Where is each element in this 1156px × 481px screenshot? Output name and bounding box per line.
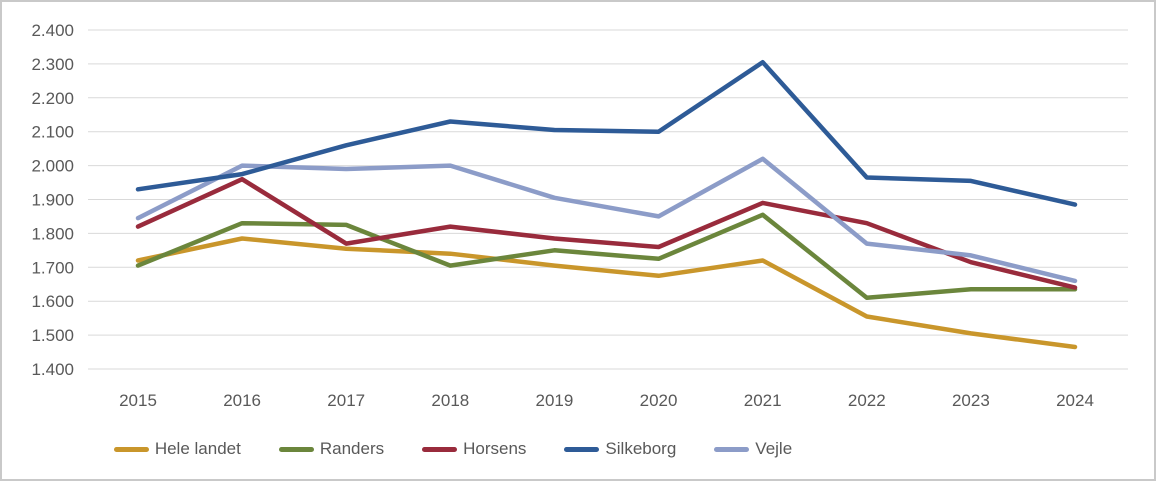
x-axis-label: 2020 [640,391,678,410]
legend-label: Hele landet [154,439,241,458]
legend-label: Horsens [463,439,527,458]
legend-item-horsens: Horsens [422,439,526,459]
series-line-silkeborg [135,59,1078,207]
x-axis-label: 2022 [848,391,886,410]
y-axis-label: 1.700 [31,258,74,277]
legend-swatch-silkeborg [564,446,600,452]
chart-legend: Hele landet Randers Horsens Silkeborg Vejle [2,439,1154,459]
y-axis-label: 1.400 [31,360,74,379]
x-axis-label: 2021 [744,391,782,410]
legend-swatch-hele-landet [113,446,149,452]
legend-label: Vejle [755,439,793,458]
y-axis-label: 2.100 [31,123,74,142]
series-line-vejle [135,156,1078,284]
y-axis-label: 2.000 [31,157,74,176]
legend-swatch-horsens [422,446,458,452]
x-axis-label: 2016 [223,391,261,410]
legend-item-hele-landet: Hele landet [113,439,241,459]
legend-item-silkeborg: Silkeborg [564,439,676,459]
x-axis-label: 2023 [952,391,990,410]
series-line-horsens [135,176,1078,290]
legend-label: Randers [319,439,385,458]
legend-label: Silkeborg [605,439,677,458]
x-axis-label: 2019 [536,391,574,410]
y-axis-label: 1.800 [31,224,74,243]
legend-item-randers: Randers [278,439,385,459]
y-axis-label: 2.300 [31,55,74,74]
y-axis-label: 1.500 [31,326,74,345]
line-chart-plot-area: 1.400 1.500 1.600 1.700 1.800 1.900 2.000 2.100… [31,21,1128,410]
series-line-hele-landet [135,236,1078,350]
legend-item-vejle: Vejle [714,439,792,459]
series-line-randers [135,212,1078,301]
legend-swatch-vejle [714,446,750,452]
x-axis-label: 2018 [431,391,469,410]
y-axis-label: 2.400 [31,21,74,40]
y-axis-label: 2.200 [31,89,74,108]
y-axis-label: 1.600 [31,292,74,311]
y-axis-label: 1.900 [31,191,74,210]
x-axis-label: 2015 [119,391,157,410]
x-axis-label: 2024 [1056,391,1094,410]
legend-swatch-randers [278,446,314,452]
x-axis-label: 2017 [327,391,365,410]
